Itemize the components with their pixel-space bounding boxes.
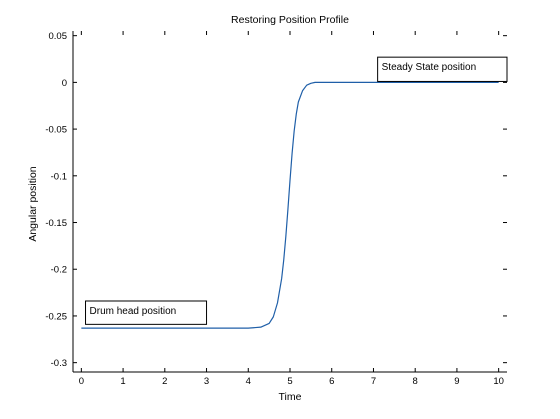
x-tick-label: 2	[162, 376, 167, 387]
y-tick-label: -0.1	[51, 171, 67, 182]
y-tick-label: -0.05	[45, 125, 67, 136]
annotation-frame	[85, 300, 208, 325]
x-tick-label: 7	[371, 376, 376, 387]
x-tick-label: 5	[287, 376, 292, 387]
y-tick-label: -0.25	[45, 311, 67, 322]
annotation-box: Steady State position	[377, 56, 508, 82]
x-tick-label: 4	[246, 376, 251, 387]
series-layer	[81, 81, 499, 329]
annotation-frame	[377, 56, 508, 82]
series-line	[81, 81, 499, 329]
chart-title: Restoring Position Profile	[231, 14, 349, 26]
x-tick-label: 0	[79, 376, 84, 387]
y-tick-label: -0.15	[45, 218, 67, 229]
y-tick-label: 0.05	[49, 31, 68, 42]
y-tick-label: -0.3	[51, 358, 67, 369]
y-axis-label: Angular position	[27, 166, 39, 241]
axis-ticks: 0 1 2 3 4 5 6 7 8 9 10 0.05 0 -0.05 -0.1 -0.15 -0.2 -0.25…	[45, 31, 507, 387]
x-tick-label: 9	[454, 376, 459, 387]
y-tick-label: -0.2	[51, 265, 67, 276]
x-axis-label: Time	[279, 391, 302, 403]
annotations: Steady State position Drum head position	[85, 56, 508, 325]
x-tick-label: 10	[493, 376, 504, 387]
y-tick-label: 0	[62, 78, 67, 89]
x-tick-label: 1	[120, 376, 125, 387]
annotation-text: Drum head position	[90, 306, 177, 317]
annotation-text: Steady State position	[382, 62, 477, 73]
x-tick-label: 8	[413, 376, 418, 387]
annotation-box: Drum head position	[85, 300, 208, 325]
x-tick-label: 6	[329, 376, 334, 387]
x-tick-label: 3	[204, 376, 209, 387]
